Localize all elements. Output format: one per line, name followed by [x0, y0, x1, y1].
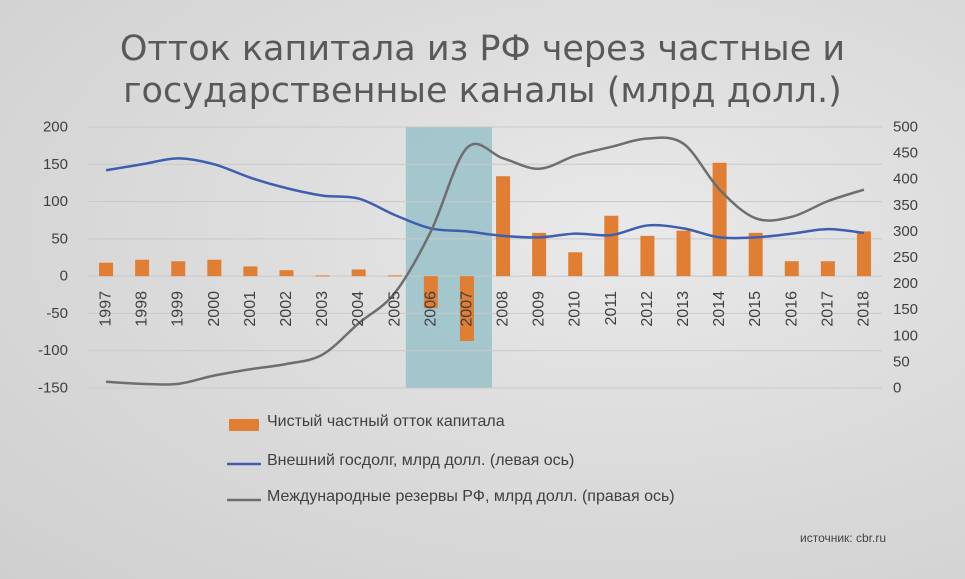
chart-title-line-2: государственные каналы (млрд долл.)	[123, 71, 842, 111]
bar-2012	[640, 235, 655, 277]
legend-swatch-debt-line	[227, 462, 261, 466]
x-tick-2008: 2008	[495, 291, 512, 327]
bar-2005	[387, 275, 402, 277]
line-reserves	[105, 136, 865, 386]
legend-item-private-outflow: Чистый частный отток капитала	[225, 413, 785, 437]
legend-label-private-outflow: Чистый частный отток капитала	[267, 413, 505, 430]
chart-title-line-1: Отток капитала из РФ через частные и	[119, 29, 846, 69]
x-tick-2005: 2005	[386, 291, 403, 327]
y-right-tick-450: 450	[893, 145, 918, 162]
legend-item-reserves: Международные резервы РФ, млрд долл. (пр…	[225, 488, 785, 512]
bar-2009	[532, 232, 547, 277]
x-tick-2010: 2010	[567, 291, 584, 327]
bar-2011	[604, 215, 619, 277]
y-right-tick-300: 300	[893, 223, 918, 240]
bar-2001	[243, 266, 258, 277]
y-left-tick--50: -50	[46, 305, 68, 322]
x-tick-2013: 2013	[675, 291, 692, 327]
legend-label-reserves: Международные резервы РФ, млрд долл. (пр…	[267, 488, 675, 505]
x-tick-2015: 2015	[747, 291, 764, 327]
x-tick-2000: 2000	[206, 291, 223, 327]
x-tick-2011: 2011	[603, 291, 620, 326]
y-right-tick-150: 150	[893, 301, 918, 318]
y-right-tick-50: 50	[893, 353, 910, 370]
bar-2002	[279, 270, 294, 277]
x-tick-1997: 1997	[98, 291, 115, 327]
x-tick-2017: 2017	[819, 291, 836, 327]
highlight-band-2006-2007	[405, 127, 492, 388]
bar-2018	[856, 231, 871, 277]
bar-2004	[351, 269, 366, 277]
y-right-tick-0: 0	[893, 380, 901, 397]
bar-2007	[459, 276, 474, 342]
y-right-tick-200: 200	[893, 275, 918, 292]
x-tick-2016: 2016	[783, 291, 800, 327]
bar-2014	[712, 162, 727, 277]
x-tick-2006: 2006	[422, 291, 439, 327]
y-left-tick-200: 200	[43, 119, 68, 136]
x-tick-2004: 2004	[350, 291, 367, 327]
bar-1998	[135, 259, 150, 277]
y-left-tick-50: 50	[51, 230, 68, 247]
bar-2015	[748, 232, 763, 277]
legend-label-state-debt: Внешний госдолг, млрд долл. (левая ось)	[267, 452, 575, 469]
bar-2010	[568, 252, 583, 277]
bar-2000	[207, 259, 222, 277]
chart-title: Отток капитала из РФ через частные и гос…	[0, 28, 965, 112]
bar-2017	[820, 261, 835, 277]
bar-1999	[171, 261, 186, 277]
x-tick-2002: 2002	[278, 291, 295, 327]
y-left-tick-0: 0	[60, 268, 68, 285]
legend-item-state-debt: Внешний госдолг, млрд долл. (левая ось)	[225, 452, 785, 476]
y-right-tick-350: 350	[893, 197, 918, 214]
y-right-tick-100: 100	[893, 327, 918, 344]
bar-2006	[423, 276, 438, 309]
bar-2016	[784, 261, 799, 277]
x-tick-2009: 2009	[531, 291, 548, 327]
legend-swatch-bar	[229, 419, 259, 431]
y-right-tick-500: 500	[893, 119, 918, 136]
y-right-tick-250: 250	[893, 249, 918, 266]
y-left-tick-100: 100	[43, 193, 68, 210]
bar-2013	[676, 230, 691, 277]
x-tick-2018: 2018	[855, 291, 872, 327]
y-right-tick-400: 400	[893, 171, 918, 188]
y-left-tick--150: -150	[38, 380, 68, 397]
bar-2003	[315, 275, 330, 277]
x-tick-2014: 2014	[711, 291, 728, 327]
line-state-debt	[105, 157, 865, 240]
x-tick-2003: 2003	[314, 291, 331, 327]
bar-1997	[99, 262, 114, 277]
x-tick-2007: 2007	[458, 291, 475, 327]
x-tick-1999: 1999	[170, 291, 187, 327]
x-tick-1998: 1998	[134, 291, 151, 327]
source-note: источник: cbr.ru	[800, 531, 886, 545]
legend-swatch-reserves-line	[227, 498, 261, 502]
x-tick-2001: 2001	[242, 291, 259, 327]
bar-2008	[496, 176, 511, 277]
y-left-tick-150: 150	[43, 156, 68, 173]
x-tick-2012: 2012	[639, 291, 656, 327]
y-left-tick--100: -100	[38, 342, 68, 359]
